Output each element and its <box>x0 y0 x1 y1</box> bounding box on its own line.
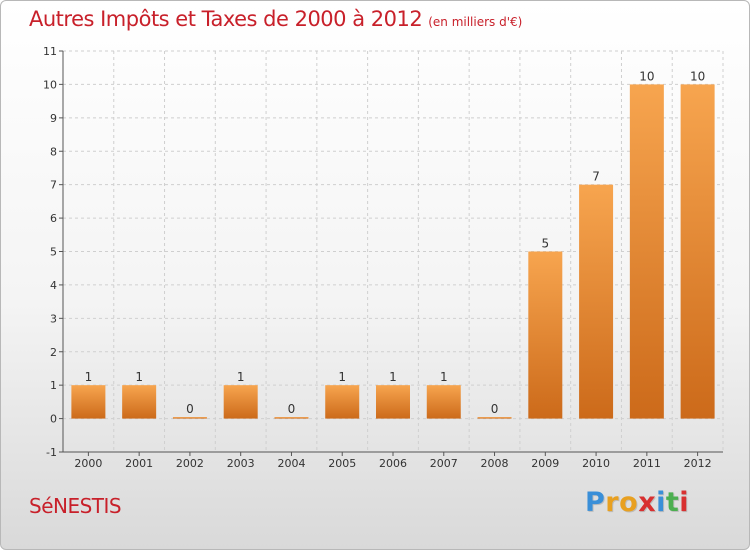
y-tick-label: 3 <box>50 312 57 325</box>
value-label: 0 <box>491 402 499 416</box>
bar-2006 <box>376 385 410 419</box>
y-tick-label: 10 <box>43 78 57 91</box>
x-tick-label: 2010 <box>582 457 610 470</box>
y-tick-label: 7 <box>50 179 57 192</box>
value-label: 10 <box>639 69 654 83</box>
bar-2008 <box>477 417 512 419</box>
bar-2011 <box>629 84 664 419</box>
chart-title-text: Autres Impôts et Taxes de 2000 à 2012 <box>29 7 423 31</box>
y-tick-label: 2 <box>50 346 57 359</box>
y-tick-label: 0 <box>50 413 57 426</box>
proxiti-logo: Proxiti <box>585 487 689 518</box>
x-tick-label: 2006 <box>379 457 407 470</box>
y-tick-label: -1 <box>46 446 57 459</box>
bar-2010 <box>579 184 614 419</box>
y-tick-label: 6 <box>50 212 57 225</box>
logo-letter: o <box>619 487 639 518</box>
chart-unit-label: (en milliers d'€) <box>428 15 523 29</box>
chart-title: Autres Impôts et Taxes de 2000 à 2012 (en… <box>29 7 522 31</box>
y-tick-label: 4 <box>50 279 57 292</box>
y-tick-label: 8 <box>50 145 57 158</box>
commune-name: SéNESTIS <box>29 494 122 518</box>
logo-letter: t <box>665 487 680 518</box>
labels: -101234567891011120001200102002120030200… <box>43 45 712 470</box>
logo-letter: P <box>585 487 606 518</box>
value-label: 0 <box>186 402 194 416</box>
bar-2001 <box>122 385 157 419</box>
bar-2004 <box>274 417 309 419</box>
y-tick-label: 1 <box>50 379 57 392</box>
x-tick-label: 2002 <box>176 457 204 470</box>
x-tick-label: 2000 <box>74 457 102 470</box>
bar-2002 <box>172 417 207 419</box>
value-label: 1 <box>338 370 346 384</box>
value-label: 1 <box>440 370 448 384</box>
value-label: 1 <box>85 370 93 384</box>
value-label: 1 <box>389 370 397 384</box>
value-label: 0 <box>288 402 296 416</box>
y-tick-label: 11 <box>43 45 57 58</box>
logo-letter: i <box>679 487 690 518</box>
bar-2007 <box>426 385 461 419</box>
axes <box>59 50 723 456</box>
x-tick-label: 2008 <box>481 457 509 470</box>
bars <box>71 84 715 419</box>
x-tick-label: 2012 <box>684 457 712 470</box>
bar-2003 <box>223 385 258 419</box>
x-tick-label: 2009 <box>531 457 559 470</box>
logo-letter: i <box>656 487 666 518</box>
logo-letter: x <box>638 487 657 518</box>
value-label: 10 <box>690 69 705 83</box>
x-tick-label: 2003 <box>227 457 255 470</box>
bar-2012 <box>680 84 715 419</box>
x-tick-label: 2001 <box>125 457 153 470</box>
bar-2000 <box>71 385 106 419</box>
value-label: 1 <box>135 370 143 384</box>
bar-2005 <box>325 385 360 419</box>
x-tick-label: 2007 <box>430 457 458 470</box>
value-label: 7 <box>592 170 600 184</box>
x-tick-label: 2005 <box>328 457 356 470</box>
x-tick-label: 2011 <box>633 457 661 470</box>
x-tick-label: 2004 <box>277 457 305 470</box>
value-label: 1 <box>237 370 245 384</box>
logo-letter: r <box>605 487 620 518</box>
bar-2009 <box>528 251 563 419</box>
y-tick-label: 9 <box>50 112 57 125</box>
y-tick-label: 5 <box>50 246 57 259</box>
value-label: 5 <box>541 237 549 251</box>
